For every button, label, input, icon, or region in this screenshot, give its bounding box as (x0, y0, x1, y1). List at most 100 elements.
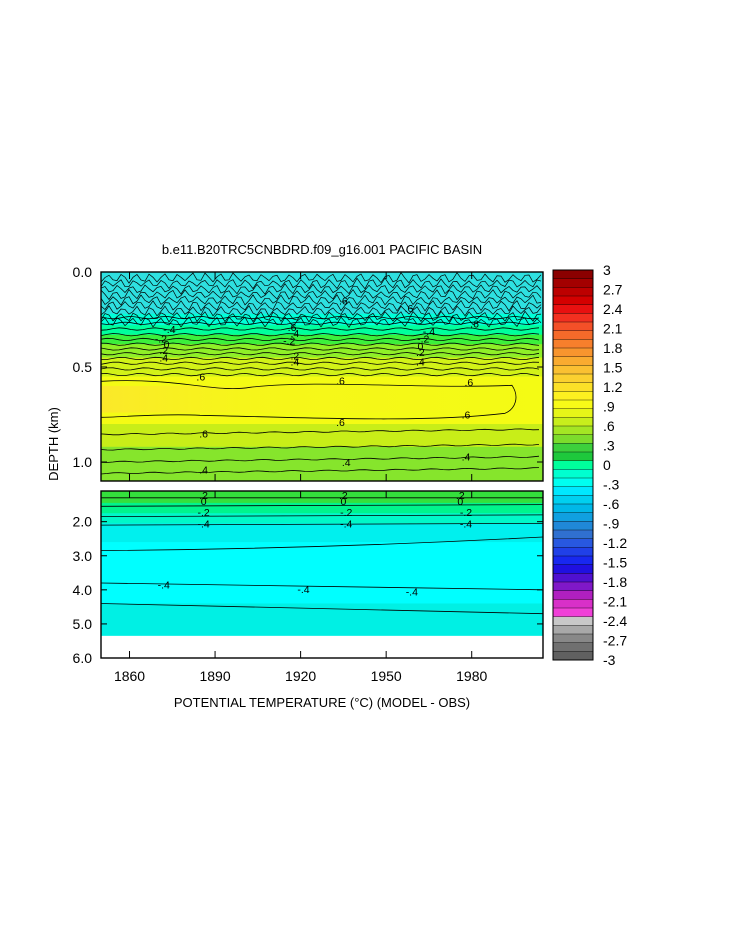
colorbar-frame (552, 269, 594, 661)
lower-contour-2 (101, 514, 543, 517)
colorbar-swatch-23 (553, 469, 593, 479)
upper-contour-label-0: .6 (339, 296, 348, 308)
x-tick-label-0: 1860 (114, 668, 145, 684)
upper-contour-label-5: .2 (159, 345, 168, 357)
lower-contour-label-3: -.4 (198, 518, 210, 530)
colorbar-label-5: 1.5 (603, 360, 623, 376)
lower-contour-label-9: 0 (457, 496, 463, 508)
layer-contour-8 (101, 356, 540, 361)
upper-contour-label-12: -.4 (423, 326, 435, 338)
upper-contour-label-16: .4 (416, 356, 425, 368)
colorbar-swatch-6 (553, 322, 593, 332)
y-axis: 0.0 0.5 1.0 2.0 3.0 4.0 5.0 6.0 (73, 264, 543, 666)
colorbar-label-17: -2.1 (603, 594, 627, 610)
layer-contour-14 (101, 455, 540, 463)
layer-contour-7 (101, 352, 540, 356)
upper-contour-label-19: .6 (336, 375, 345, 387)
x-tick-label-4: 1980 (456, 668, 487, 684)
upper-panel-contours (101, 272, 542, 475)
upper-contour-label-23: .6 (199, 429, 208, 441)
upper-contour-label-24: .4 (199, 465, 208, 477)
colorbar-label-1: 2.7 (603, 282, 623, 298)
lower-contour-label-4: .2 (339, 490, 348, 502)
layer-contour-12 (101, 428, 540, 436)
colorbar-swatch-4 (553, 304, 593, 314)
colorbar-swatch-31 (553, 538, 593, 548)
colorbar-swatch-36 (553, 582, 593, 592)
colorbar-swatch-11 (553, 365, 593, 375)
lower-contour-label-5: 0 (340, 496, 346, 508)
y-tick-label-lower-3: 5.0 (73, 616, 93, 632)
colorbar-swatch-10 (553, 356, 593, 366)
colorbar-swatch-8 (553, 339, 593, 349)
x-axis-label: POTENTIAL TEMPERATURE (°C) (MODEL - OBS) (174, 695, 470, 710)
lower-contour-3 (101, 523, 543, 526)
colorbar-swatch-33 (553, 556, 593, 566)
colorbar-swatch-28 (553, 512, 593, 522)
y-tick-label-upper-2: 1.0 (73, 454, 93, 470)
layer-contour-0 (101, 315, 540, 320)
lower-contour-label-2: -.2 (198, 507, 210, 519)
surface-contour-0 (101, 272, 542, 284)
colorbar-swatch-13 (553, 382, 593, 392)
colorbar-swatch-17 (553, 417, 593, 427)
upper-contour-label-11: .4 (291, 356, 300, 368)
layer-contour-4 (101, 337, 540, 342)
upper-contour-label-21: .6 (462, 410, 471, 422)
colorbar-label-20: -3 (603, 652, 616, 668)
colorbar-label-13: -.9 (603, 516, 620, 532)
core-contour (101, 380, 517, 420)
layer-contour-11 (101, 372, 540, 377)
colorbar-label-14: -1.2 (603, 535, 627, 551)
colorbar-swatch-19 (553, 434, 593, 444)
upper-contour-label-10: .2 (291, 351, 300, 363)
upper-contour-label-20: .6 (464, 377, 473, 389)
upper-warm-core (101, 386, 543, 413)
upper-layer-8 (101, 446, 543, 481)
colorbar-swatch-43 (553, 642, 593, 652)
upper-contour-label-15: .2 (416, 347, 425, 359)
colorbar-swatch-2 (553, 287, 593, 297)
upper-layer-7 (101, 424, 543, 448)
colorbar-label-8: .6 (603, 418, 615, 434)
y-tick-label-upper-1: 0.5 (73, 359, 93, 375)
upper-contour-label-1: .6 (405, 303, 414, 315)
colorbar-swatch-24 (553, 478, 593, 488)
upper-contour-label-6: .4 (159, 353, 168, 365)
colorbar-label-3: 2.1 (603, 321, 623, 337)
y-axis-label: DEPTH (km) (46, 407, 61, 481)
lower-no-data (101, 635, 543, 658)
colorbar-label-11: -.3 (603, 477, 620, 493)
upper-contour-label-2: -.4 (163, 324, 175, 336)
colorbar: 3 2.7 2.4 2.1 1.8 1.5 1.2 .9 .6 .3 0 -.3 -.6 -.9 -1.2 -… (552, 262, 627, 668)
colorbar-swatch-29 (553, 521, 593, 531)
colorbar-swatch-37 (553, 590, 593, 600)
upper-contour-label-8: .4 (291, 328, 300, 340)
upper-contour-label-3: -.2 (155, 334, 167, 346)
y-tick-label-lower-4: 6.0 (73, 650, 93, 666)
lower-contour-label-0: .2 (199, 490, 208, 502)
colorbar-label-19: -2.7 (603, 633, 627, 649)
colorbar-label-16: -1.8 (603, 574, 627, 590)
colorbar-label-0: 3 (603, 262, 611, 278)
layer-contour-9 (101, 361, 540, 365)
lower-contour-label-12: -.4 (158, 580, 170, 592)
lower-panel-contour-labels: .20-.2-.4.20-.2-.4.20-.2-.4-.4 -.4 -.4 (158, 490, 473, 598)
upper-panel-frame (100, 271, 544, 482)
colorbar-swatch-39 (553, 608, 593, 618)
upper-contour-label-14: 0 (417, 341, 423, 353)
colorbar-swatch-12 (553, 374, 593, 384)
colorbar-swatch-27 (553, 504, 593, 514)
x-tick-label-1: 1890 (199, 668, 230, 684)
colorbar-label-7: .9 (603, 399, 615, 415)
colorbar-swatch-40 (553, 616, 593, 626)
upper-contour-label-9: -.2 (283, 335, 295, 347)
colorbar-label-9: .3 (603, 438, 615, 454)
y-tick-label-upper-0: 0.0 (73, 264, 93, 280)
colorbar-swatch-1 (553, 278, 593, 288)
colorbar-swatch-0 (553, 270, 593, 280)
colorbar-label-4: 1.8 (603, 340, 623, 356)
colorbar-swatch-42 (553, 634, 593, 644)
colorbar-label-15: -1.5 (603, 555, 627, 571)
